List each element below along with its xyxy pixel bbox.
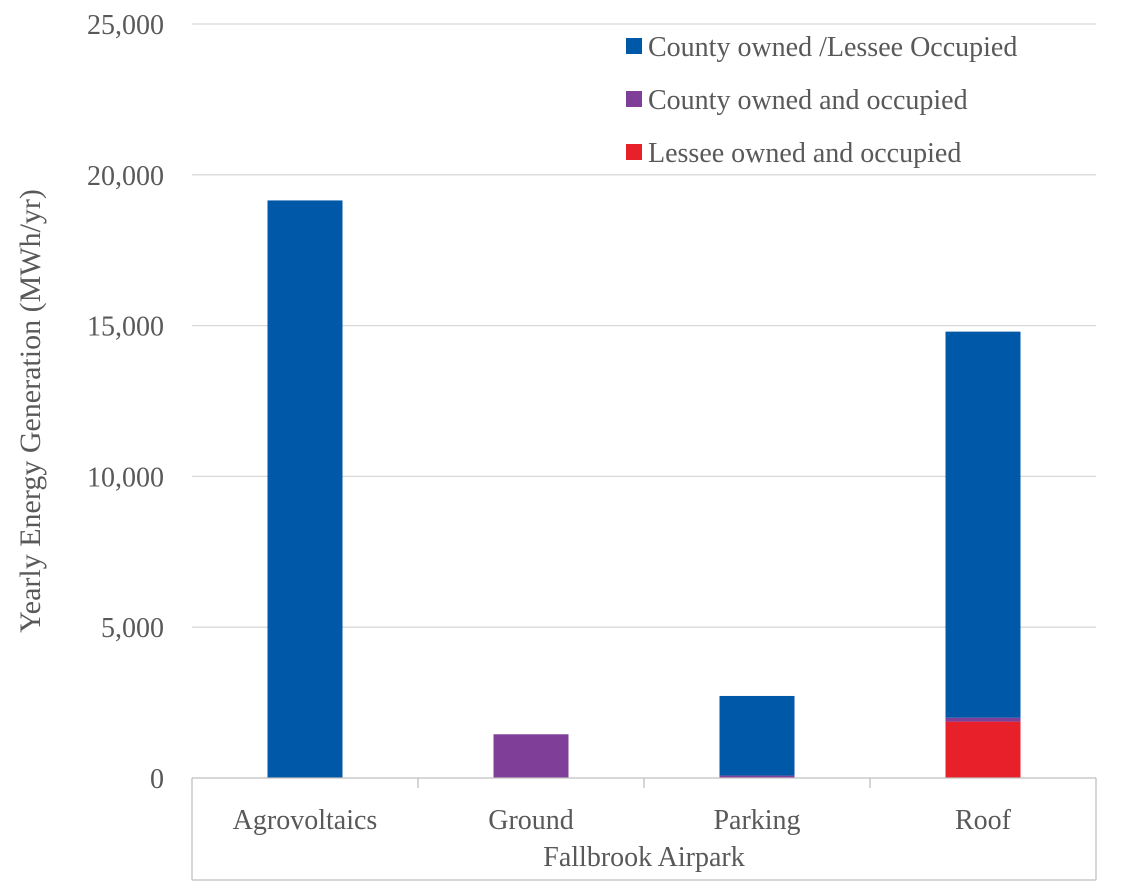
y-tick-label-5: 25,000	[87, 10, 164, 41]
y-tick-label-3: 15,000	[87, 312, 164, 343]
y-axis-title: Yearly Energy Generation (MWh/yr)	[14, 189, 47, 633]
y-axis-ticks: 0 5,000 10,000 15,000 20,000 25,000	[87, 10, 164, 795]
gridlines	[192, 23, 1096, 628]
y-tick-label-0: 0	[150, 764, 164, 795]
category-label-parking: Parking	[713, 805, 800, 836]
legend-label-county-owned-lessee-occupied: County owned /Lessee Occupied	[648, 32, 1017, 63]
axis-frame	[191, 777, 1097, 881]
bar-roof-county-owned-lessee-occupied	[945, 331, 1021, 718]
y-tick-label-4: 20,000	[87, 161, 164, 192]
bar-parking-county-owned-lessee-occupied	[719, 695, 795, 776]
category-label-agrovoltaics: Agrovoltaics	[233, 805, 378, 836]
legend-label-lessee-owned-and-occupied: Lessee owned and occupied	[648, 138, 961, 169]
y-tick-label-2: 10,000	[87, 462, 164, 493]
y-tick-label-1: 5,000	[101, 613, 164, 644]
category-label-roof: Roof	[955, 805, 1012, 836]
bar-ground-county-owned-and-occupied	[493, 734, 569, 778]
legend-swatch-county-owned-and-occupied	[626, 91, 642, 107]
bar-agrovoltaics-county-owned-lessee-occupied	[267, 200, 343, 778]
legend-label-county-owned-and-occupied: County owned and occupied	[648, 85, 968, 116]
x-axis-group-label: Fallbrook Airpark	[543, 842, 744, 873]
x-axis-categories: Agrovoltaics Ground Parking Roof	[233, 805, 1012, 836]
bar-roof-lessee-owned-and-occupied	[945, 721, 1021, 778]
category-label-ground: Ground	[488, 805, 574, 836]
legend-swatch-county-owned-lessee-occupied	[626, 38, 642, 54]
bar-roof-county-owned-and-occupied	[945, 717, 1021, 722]
legend-swatch-lessee-owned-and-occupied	[626, 144, 642, 160]
bar-parking-county-owned-and-occupied	[719, 775, 795, 778]
legend: County owned /Lessee Occupied County owne…	[626, 32, 1017, 169]
bars	[267, 200, 1021, 778]
